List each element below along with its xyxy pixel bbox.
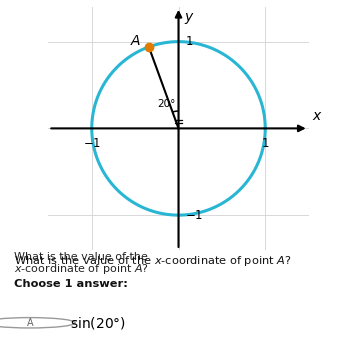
Text: $A$: $A$ [130,34,141,48]
Text: A: A [27,318,33,328]
Text: $-1$: $-1$ [186,209,204,222]
Text: $x$: $x$ [312,109,323,123]
Text: $y$: $y$ [184,11,194,26]
Text: $\mathrm{sin}(20°)$: $\mathrm{sin}(20°)$ [70,315,126,331]
Text: Choose 1 answer:: Choose 1 answer: [14,279,128,289]
Text: What is the value of the $x$-coordinate of point $A$?: What is the value of the $x$-coordinate … [14,254,292,268]
Text: $1$: $1$ [261,137,270,150]
Text: $-1$: $-1$ [83,137,101,150]
Text: What is the value of the: What is the value of the [14,252,151,262]
Text: $1$: $1$ [186,35,194,48]
Text: $x$-coordinate of point $A$?: $x$-coordinate of point $A$? [14,262,149,276]
Text: 20°: 20° [158,99,176,109]
